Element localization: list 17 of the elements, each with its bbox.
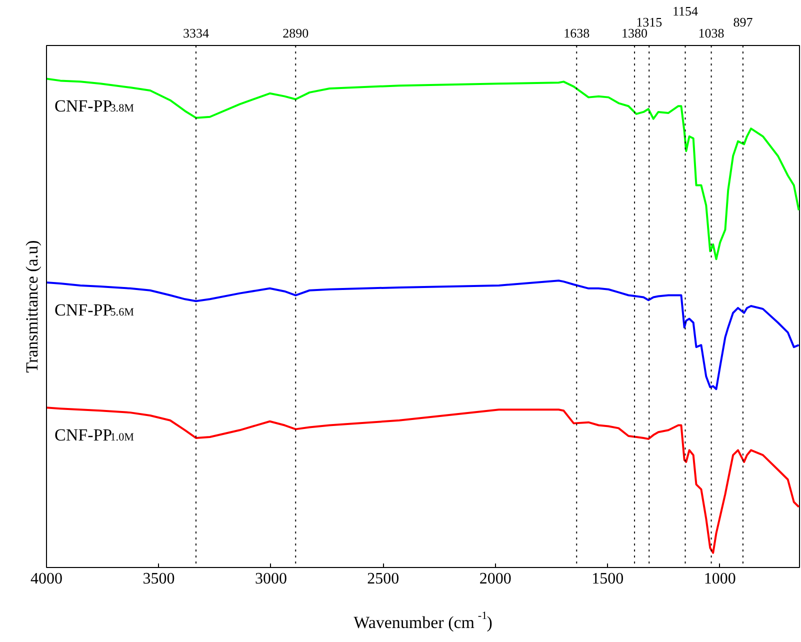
x-tick-label: 1000 [704, 570, 736, 588]
ref-line-label: 1038 [698, 26, 724, 40]
ref-line-label: 897 [733, 14, 754, 30]
y-axis-title: Transmittance (a.u) [22, 240, 42, 373]
ref-line-label: 1154 [672, 4, 699, 18]
ref-line-label: 1638 [564, 26, 590, 40]
ref-line-label: 3334 [182, 26, 210, 40]
ref-line-label: 2890 [282, 26, 309, 40]
x-tick-label: 2000 [479, 570, 512, 588]
x-tick-label: 3500 [142, 570, 175, 588]
x-tick-label: 1500 [592, 570, 624, 588]
x-tick-label: 2500 [367, 570, 400, 588]
x-tick-label: 3000 [254, 570, 287, 588]
series-label: CNF-PP3.8M [54, 96, 134, 116]
series-label: CNF-PP1.0M [54, 426, 134, 445]
x-tick-label: 4000 [30, 570, 62, 588]
series-label: CNF-PP5.6M [54, 300, 134, 320]
